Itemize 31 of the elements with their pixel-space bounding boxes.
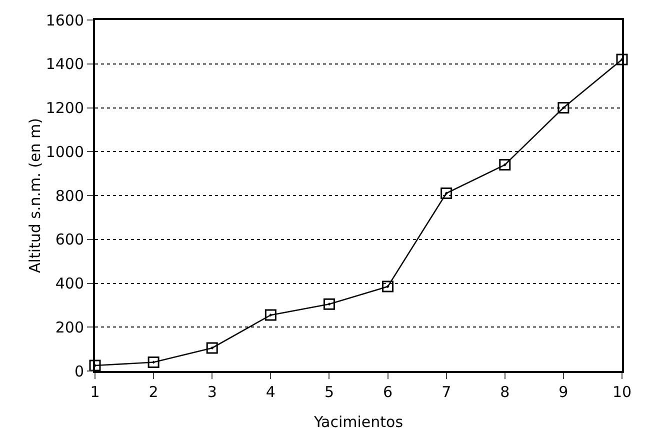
y-tick-label: 800 [55, 186, 84, 205]
x-tick-label: 2 [148, 383, 158, 401]
x-tick-label: 8 [500, 383, 510, 401]
y-tick-label: 600 [55, 230, 84, 249]
x-tick-label: 5 [324, 383, 334, 401]
point [382, 280, 394, 292]
y-tick-label: 400 [55, 274, 84, 292]
point [440, 188, 452, 200]
x-tick-label: 6 [383, 383, 393, 401]
point [206, 342, 218, 354]
point [264, 309, 276, 321]
x-tick-label: 1 [90, 383, 100, 401]
point [616, 54, 628, 66]
y-tick-label: 1200 [46, 99, 84, 117]
y-axis-title: Altitud s.n.m. (en m) [26, 118, 44, 273]
y-tick-label: 1600 [46, 11, 84, 30]
point [323, 298, 335, 310]
x-tick-label: 4 [266, 383, 276, 401]
point [89, 360, 101, 372]
x-tick-label: 10 [612, 383, 632, 401]
point [558, 102, 570, 114]
x-tick-label: 3 [207, 383, 217, 401]
point [148, 356, 160, 368]
x-tick-label: 9 [558, 383, 568, 401]
point [499, 159, 511, 171]
x-tick-label: 7 [442, 383, 452, 401]
y-tick-label: 0 [74, 362, 84, 380]
x-axis-title: Yacimientos [312, 413, 404, 431]
y-tick-label: 1400 [46, 55, 84, 74]
y-tick-label: 200 [55, 318, 84, 336]
y-tick-label: 1000 [46, 142, 84, 161]
